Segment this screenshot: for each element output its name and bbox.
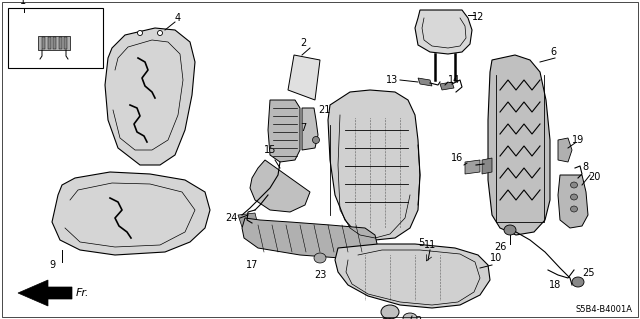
Text: 24: 24 [226,213,238,223]
Polygon shape [42,37,45,49]
Text: 20: 20 [588,172,600,182]
Ellipse shape [381,305,399,319]
Text: 14: 14 [448,75,460,85]
Polygon shape [488,55,550,235]
Text: 10: 10 [490,253,502,263]
Text: 15: 15 [264,145,276,155]
Ellipse shape [570,194,577,200]
Ellipse shape [403,313,417,319]
Polygon shape [53,37,56,49]
Text: 16: 16 [451,153,463,163]
Ellipse shape [138,31,143,35]
Text: 26: 26 [494,242,506,252]
Text: 9: 9 [49,260,55,270]
Polygon shape [418,78,432,86]
Text: Fr.: Fr. [76,288,90,298]
Polygon shape [58,37,61,49]
Text: 23: 23 [314,270,326,280]
Ellipse shape [157,31,163,35]
Text: 2: 2 [300,38,307,48]
Text: 13: 13 [386,75,398,85]
Polygon shape [64,37,67,49]
Text: 6: 6 [550,47,556,57]
Polygon shape [52,172,210,255]
Ellipse shape [504,225,516,235]
Text: 7: 7 [300,123,307,133]
Ellipse shape [314,253,326,263]
Text: 17: 17 [246,260,258,270]
Text: 22: 22 [381,318,394,319]
Ellipse shape [312,137,319,144]
Text: 19: 19 [572,135,584,145]
Text: 4: 4 [175,13,181,23]
Polygon shape [18,280,72,306]
Polygon shape [558,138,572,162]
Ellipse shape [572,277,584,287]
Text: 18: 18 [549,280,561,290]
Polygon shape [242,218,378,258]
Text: 5: 5 [418,238,424,248]
Polygon shape [482,158,492,174]
Polygon shape [250,160,310,212]
Polygon shape [47,37,51,49]
Polygon shape [335,244,490,308]
Ellipse shape [570,182,577,188]
Text: 1: 1 [20,0,26,6]
Text: 11: 11 [424,240,436,250]
Polygon shape [38,36,70,50]
Text: 25: 25 [582,268,595,278]
Polygon shape [105,28,195,165]
Polygon shape [415,10,472,54]
Polygon shape [238,213,258,227]
Polygon shape [328,90,420,240]
Polygon shape [288,55,320,100]
Polygon shape [465,160,480,174]
Polygon shape [302,108,318,150]
Text: 12: 12 [472,12,484,22]
Ellipse shape [570,206,577,212]
Polygon shape [268,100,300,162]
Bar [8,8,103,68]
Text: S5B4-B4001A: S5B4-B4001A [575,305,632,314]
Polygon shape [558,175,588,228]
Text: 8: 8 [582,162,588,172]
Polygon shape [440,82,454,90]
Text: 21: 21 [318,105,330,115]
Text: 3: 3 [415,316,421,319]
